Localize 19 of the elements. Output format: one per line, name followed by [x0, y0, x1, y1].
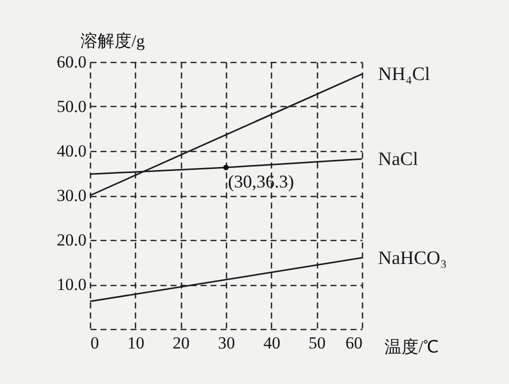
x-tick-label: 60: [346, 334, 362, 352]
series-label: NH₄Cl: [378, 64, 430, 86]
x-tick-label: 50: [308, 334, 326, 352]
y-tick-label: 60.0: [56, 52, 86, 72]
x-tick-label: 40: [263, 334, 280, 352]
y-tick-label: 10.0: [56, 275, 86, 294]
series-label: NaCl: [378, 149, 418, 170]
y-tick-label: 40.0: [56, 142, 86, 160]
y-axis-title: 溶解度/g: [80, 32, 146, 50]
x-axis-title: 温度/℃: [384, 338, 440, 356]
y-tick-label: 50.0: [56, 97, 86, 116]
x-tick-label: 10: [127, 334, 144, 352]
x-tick-label: 20: [172, 334, 190, 352]
y-tick-label: 20.0: [56, 230, 86, 250]
y-tick-label: 30.0: [56, 186, 86, 205]
annotation: (30,36.3): [228, 171, 294, 192]
x-tick-label: 0: [90, 334, 99, 352]
series-label: NaHCO₃: [378, 248, 447, 269]
x-tick-label: 30: [218, 334, 235, 352]
